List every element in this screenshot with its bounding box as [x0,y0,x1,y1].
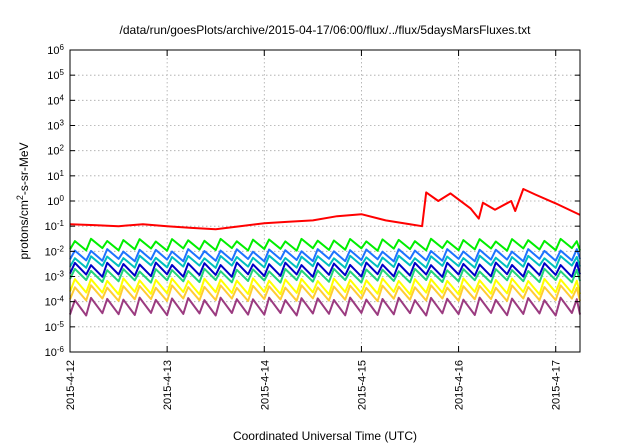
series-line-2 [69,237,581,252]
x-tick-label: 2015-4-16 [454,360,466,410]
y-tick-label: 105 [47,68,64,83]
y-tick-label: 10-3 [45,269,65,284]
y-tick-label: 102 [47,143,64,158]
x-tick-label: 2015-4-13 [162,360,174,410]
y-tick-label: 10-5 [45,319,65,334]
y-tick-label: 104 [47,93,64,108]
series-line-3 [69,254,581,269]
y-tick-label: 10-6 [45,345,65,360]
y-tick-label: 10-4 [45,294,65,309]
series-line-7 [69,277,581,296]
x-axis-label: Coordinated Universal Time (UTC) [233,429,417,443]
x-tick-label: 2015-4-15 [356,360,368,410]
y-tick-label: 101 [47,168,64,183]
x-tick-label: 2015-4-12 [65,360,77,410]
y-axis-label: protons/cm2-s-sr-MeV [15,142,31,259]
chart-title: /data/run/goesPlots/archive/2015-04-17/0… [120,23,532,37]
x-tick-label: 2015-4-14 [259,360,271,410]
y-tick-label: 10-1 [45,219,65,234]
y-tick-label: 103 [47,118,64,133]
series-line-8 [69,284,581,303]
series-line-1 [69,188,581,231]
x-tick-label: 2015-4-17 [551,360,563,410]
y-tick-label: 10-2 [45,244,65,258]
series-line-5 [69,261,581,278]
series-line-6 [69,267,581,284]
series-line-9 [69,296,581,317]
y-tick-label: 106 [47,43,64,58]
series-line-4 [69,248,581,263]
y-tick-label: 100 [47,194,64,209]
x-axis: 2015-4-12 2015-4-13 2015-4-14 2015-4-15 2015… [65,50,563,410]
data-series [69,188,581,317]
y-axis: 10-6 10-5 10-4 10-3 10-2 10-1 100 101 102 103 104 1… [45,43,580,360]
